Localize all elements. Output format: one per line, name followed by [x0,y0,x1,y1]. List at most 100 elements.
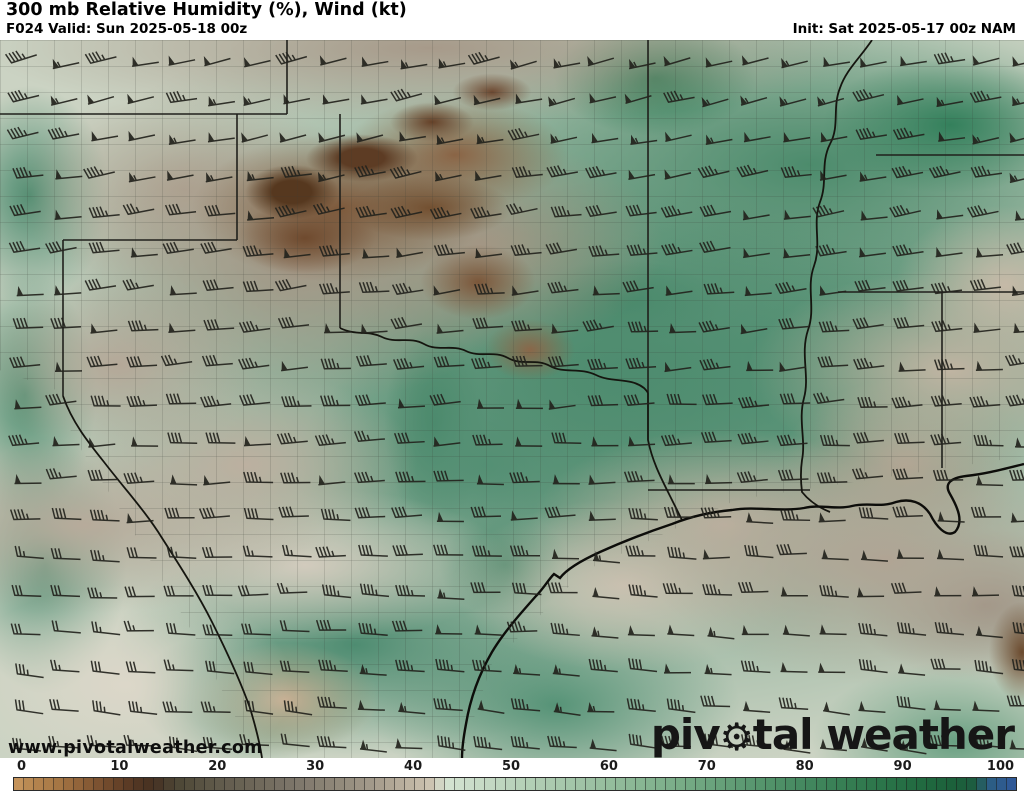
wind-barb [660,205,693,218]
wind-barb [510,244,542,256]
colorbar-segment [435,778,446,790]
wind-barb [14,545,44,560]
colorbar-segment [345,778,356,790]
wind-barb [892,279,924,292]
wind-barb [821,549,849,561]
wind-barb [433,244,465,256]
wind-barb [200,241,232,254]
wind-barb [936,96,964,108]
wind-barb [820,131,848,143]
wind-barb [933,699,961,711]
wind-barb [661,243,693,256]
wind-barb [324,323,352,334]
colorbar-tick-label: 20 [208,759,227,774]
wind-barb [315,619,347,631]
wind-barb [628,169,656,181]
wind-barb [1011,658,1024,673]
wind-barb [817,96,845,107]
wind-barb [50,317,81,329]
wind-barb [318,245,350,257]
wind-barb [84,278,117,291]
wind-barb [547,735,577,749]
wind-barb [1014,437,1024,449]
wind-barb [123,472,155,484]
wind-barb [587,358,618,371]
wind-barb [205,172,233,183]
wind-barb [45,241,77,254]
wind-barb [783,132,811,143]
wind-barb [891,396,923,409]
wind-barb [169,285,197,296]
colorbar-segment [44,778,55,790]
wind-barb [1014,210,1024,221]
colorbar-segment [54,778,65,790]
wind-barb [818,662,846,674]
colorbar-segment [284,778,295,790]
wind-barb [170,474,198,486]
wind-barb [318,132,346,143]
wind-barb [283,94,311,105]
wind-barb [585,204,617,218]
colorbar-segment [445,778,456,790]
wind-barb [588,474,616,485]
wind-barb [860,549,888,562]
wind-barb [505,203,538,216]
wind-barb [47,127,80,140]
wind-barb [890,582,922,594]
wind-barb [201,546,233,558]
wind-barb [168,736,198,753]
wind-barb [126,395,158,408]
colorbar-segment [324,778,335,790]
wind-barb [934,621,964,636]
wind-barb [471,357,502,370]
wind-barb [204,204,236,217]
wind-barb [277,316,310,329]
wind-barb [743,131,771,143]
wind-barb [316,735,347,749]
wind-barb [164,507,195,519]
wind-barb [92,700,121,716]
colorbar-segment [886,778,897,790]
wind-barb [127,320,159,332]
wind-barb [585,165,617,179]
wind-barb [746,512,774,524]
wind-barb [52,436,80,447]
wind-barb [699,358,731,371]
wind-barb [202,584,233,597]
wind-barb [705,134,733,145]
wind-barb [437,588,465,601]
wind-barb [515,436,543,447]
wind-barb [393,432,425,444]
wind-barb [392,544,423,557]
wind-barb [547,582,578,594]
wind-barb [547,281,579,294]
wind-barb [476,474,504,486]
wind-barb [892,244,924,257]
wind-barb [550,133,578,144]
wind-barb [396,247,423,258]
wind-barb [858,622,888,637]
colorbar-segment [144,778,155,790]
wind-barb [1011,285,1024,296]
wind-barb [399,131,426,142]
wind-barb [473,736,503,751]
wind-barb [358,281,390,294]
wind-barb [128,172,156,183]
wind-barb [319,55,347,66]
wind-barb [14,399,42,410]
wind-barb [816,472,848,484]
wind-barb [50,584,81,598]
wind-barb [471,545,502,557]
wind-barb [243,436,271,447]
wind-barb [203,56,231,67]
wind-barb [628,658,658,673]
wind-barb [198,507,230,520]
wind-barb [510,698,541,712]
wind-barb [246,170,274,182]
colorbar-segment [595,778,606,790]
wind-barb [778,697,809,711]
colorbar-segment [24,778,35,790]
wind-barb [853,357,885,370]
humidity-colorbar: 0 10 20 30 40 50 60 70 80 90 100 [0,758,1024,791]
colorbar-segment [264,778,275,790]
